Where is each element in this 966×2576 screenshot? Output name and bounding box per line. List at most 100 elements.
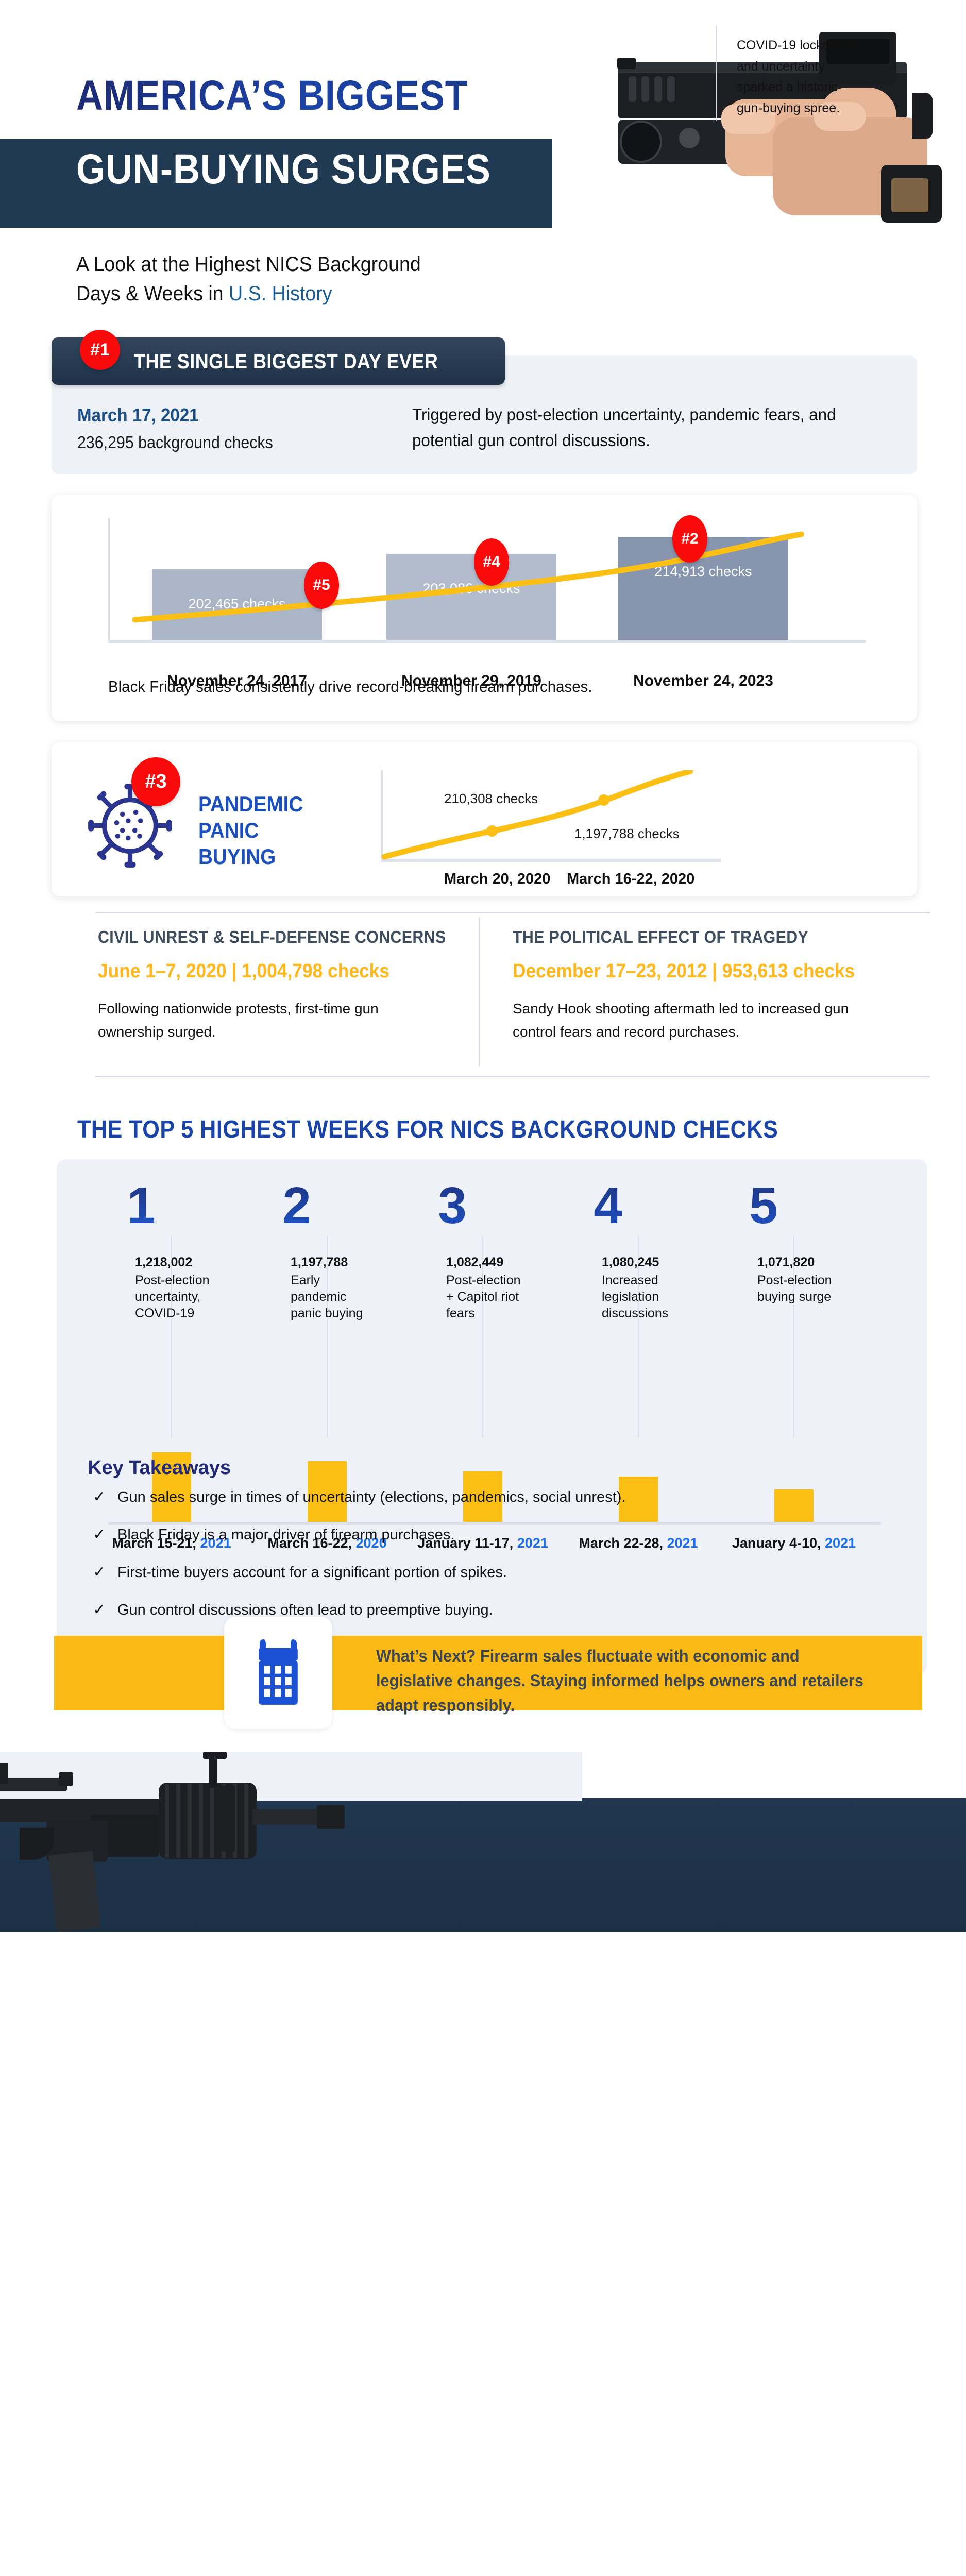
bar-category-1: November 29, 2019 bbox=[401, 672, 541, 689]
date-text: March 22-28, bbox=[579, 1535, 663, 1551]
political-effect-body: Sandy Hook shooting aftermath led to inc… bbox=[513, 1001, 849, 1040]
rank-badge-2: #2 bbox=[672, 515, 707, 563]
page-title-line2: GUN-BUYING SURGES bbox=[76, 146, 491, 193]
civil-unrest-body: Following nationwide protests, first-tim… bbox=[98, 1001, 379, 1040]
bar-value-2: 214,913 checks bbox=[654, 564, 752, 579]
rank-number: 4 bbox=[539, 1180, 677, 1231]
pandemic-card: PANDEMIC PANIC BUYING 210,308 checks 1,1… bbox=[52, 742, 917, 896]
civil-unrest-heading: CIVIL UNREST & SELF-DEFENSE CONCERNS bbox=[98, 927, 446, 946]
date-year: 2021 bbox=[825, 1535, 856, 1551]
civil-unrest-column: CIVIL UNREST & SELF-DEFENSE CONCERNS Jun… bbox=[98, 927, 489, 1044]
top5-column-1: 1 1,218,002 Post-election uncertainty, C… bbox=[72, 1180, 210, 1321]
week-value: 1,071,820 bbox=[757, 1255, 815, 1269]
coronavirus-icon bbox=[88, 784, 172, 868]
page-header: AMERICA’S BIGGEST GUN-BUYING SURGES A Lo… bbox=[0, 0, 966, 305]
calendar-icon bbox=[259, 1639, 298, 1705]
black-friday-card: 202,465 checks 203,086 checks 214,913 ch… bbox=[52, 495, 917, 721]
takeaway-text: Black Friday is a major driver of firear… bbox=[117, 1527, 455, 1543]
biggest-day-date: March 17, 2021 bbox=[77, 404, 199, 426]
subtitle-line1: A Look at the Highest NICS Background bbox=[76, 253, 421, 276]
subtitle-line2: Days & Weeks in bbox=[76, 282, 229, 305]
divider bbox=[716, 26, 717, 121]
check-icon: ✓ bbox=[93, 1526, 106, 1543]
pandemic-line bbox=[381, 770, 693, 860]
rank-number: 2 bbox=[228, 1180, 366, 1231]
two-column-section: CIVIL UNREST & SELF-DEFENSE CONCERNS Jun… bbox=[0, 912, 966, 1087]
bar-0 bbox=[152, 1452, 191, 1522]
date-text: January 11-17, bbox=[417, 1535, 514, 1551]
bar-category-2: January 11-17, 2021 bbox=[405, 1535, 560, 1551]
header-dark-band bbox=[0, 139, 552, 228]
pandemic-value-0: 210,308 checks bbox=[444, 791, 538, 806]
whats-next-icon-box bbox=[224, 1617, 332, 1729]
political-effect-stat: December 17–23, 2012 | 953,613 checks bbox=[513, 960, 855, 982]
top5-grid: 1 1,218,002 Post-election uncertainty, C… bbox=[57, 1180, 927, 1473]
x-axis bbox=[108, 1522, 881, 1525]
divider-middle bbox=[479, 917, 480, 1066]
pandemic-title-line2: PANIC BUYING bbox=[198, 818, 276, 869]
week-cause: Post-election uncertainty, COVID-19 bbox=[135, 1273, 210, 1320]
pandemic-chart: 210,308 checks 1,197,788 checks March 20… bbox=[381, 770, 721, 887]
check-icon: ✓ bbox=[93, 1488, 106, 1505]
takeaway-text: Gun control discussions often lead to pr… bbox=[117, 1602, 493, 1618]
trend-line bbox=[132, 531, 804, 623]
rank-number: 3 bbox=[383, 1180, 521, 1231]
political-effect-heading: THE POLITICAL EFFECT OF TRAGEDY bbox=[513, 927, 809, 946]
pandemic-title: PANDEMIC PANIC BUYING bbox=[198, 791, 341, 870]
top5-column-2: 2 1,197,788 Early pandemic panic buying bbox=[228, 1180, 366, 1321]
date-text: March 16-22, bbox=[267, 1535, 352, 1551]
week-cause: Increased legislation discussions bbox=[602, 1273, 669, 1320]
rank-badge-5: #5 bbox=[304, 562, 339, 609]
column-separator bbox=[638, 1236, 639, 1437]
top5-card: 1 1,218,002 Post-election uncertainty, C… bbox=[57, 1159, 927, 1674]
political-effect-column: THE POLITICAL EFFECT OF TRAGEDY December… bbox=[513, 927, 904, 1044]
week-value: 1,080,245 bbox=[602, 1255, 659, 1269]
check-icon: ✓ bbox=[93, 1564, 106, 1581]
takeaway-item-2: ✓ Black Friday is a major driver of fire… bbox=[93, 1526, 865, 1544]
divider-bottom bbox=[95, 1076, 930, 1077]
bar-2: 214,913 checks bbox=[618, 537, 788, 640]
week-cause: Early pandemic panic buying bbox=[291, 1273, 363, 1320]
bar-4 bbox=[774, 1489, 814, 1522]
bar-3 bbox=[619, 1477, 658, 1522]
week-value: 1,197,788 bbox=[291, 1255, 348, 1269]
page-title-line1: AMERICA’S BIGGEST bbox=[76, 72, 484, 120]
rank-badge-3: #3 bbox=[131, 757, 180, 806]
bar-1 bbox=[308, 1461, 347, 1522]
week-cause: Post-election + Capitol riot fears bbox=[446, 1273, 521, 1320]
page-footer: GUNPRIME bbox=[0, 1752, 966, 1933]
page-subtitle: A Look at the Highest NICS Background Da… bbox=[76, 250, 512, 309]
rifle-photo bbox=[0, 1752, 587, 1933]
takeaway-item-3: ✓ First-time buyers account for a signif… bbox=[93, 1564, 865, 1581]
whats-next-text: What’s Next? Firearm sales fluctuate wit… bbox=[376, 1647, 863, 1715]
biggest-day-checks: 236,295 background checks bbox=[77, 433, 273, 452]
biggest-day-header-label: THE SINGLE BIGGEST DAY EVER bbox=[134, 350, 438, 373]
date-text: January 4-10, bbox=[732, 1535, 821, 1551]
column-separator bbox=[482, 1236, 483, 1437]
rank-number: 5 bbox=[694, 1180, 833, 1231]
bar-category-3: March 22-28, 2021 bbox=[561, 1535, 716, 1551]
bar-category-4: January 4-10, 2021 bbox=[717, 1535, 871, 1551]
date-year: 2020 bbox=[355, 1535, 387, 1551]
top5-column-3: 3 1,082,449 Post-election + Capitol riot… bbox=[383, 1180, 521, 1321]
bar-category-2: November 24, 2023 bbox=[633, 672, 773, 689]
footer-top-wash bbox=[0, 1752, 582, 1801]
pistol-photo bbox=[551, 10, 966, 227]
black-friday-note: Black Friday sales consistently drive re… bbox=[108, 677, 592, 696]
biggest-day-header-bar: THE SINGLE BIGGEST DAY EVER bbox=[52, 337, 505, 385]
takeaway-text: First-time buyers account for a signific… bbox=[117, 1564, 507, 1581]
date-text: March 15-21, bbox=[112, 1535, 196, 1551]
biggest-day-description: Triggered by post-election uncertainty, … bbox=[412, 405, 836, 450]
y-axis bbox=[381, 770, 383, 860]
date-year: 2021 bbox=[667, 1535, 698, 1551]
top5-bar-chart: March 15-21, 2021 March 16-22, 2020 Janu… bbox=[57, 1437, 927, 1551]
divider-top bbox=[95, 912, 930, 913]
pandemic-title-line1: PANDEMIC bbox=[198, 792, 303, 816]
us-history-link[interactable]: U.S. History bbox=[229, 282, 332, 305]
rank-badge-4: #4 bbox=[474, 538, 509, 586]
bar-category-1: March 16-22, 2020 bbox=[250, 1535, 404, 1551]
column-separator bbox=[327, 1236, 328, 1437]
rank-badge-1: #1 bbox=[80, 330, 120, 370]
column-separator bbox=[793, 1236, 794, 1437]
rank-number: 1 bbox=[72, 1180, 210, 1231]
